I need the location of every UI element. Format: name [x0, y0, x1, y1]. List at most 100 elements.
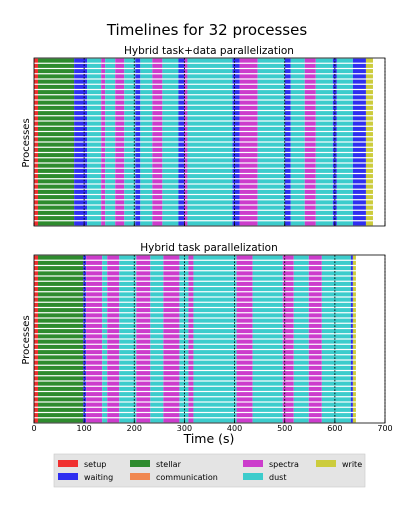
segment-spectra — [304, 168, 316, 173]
segment-dust — [140, 132, 153, 137]
segment-stellar — [38, 344, 84, 349]
segment-dust — [179, 355, 189, 360]
segment-dust — [162, 84, 179, 89]
segment-waiting — [284, 63, 291, 68]
legend-label-write: write — [342, 460, 362, 469]
segment-waiting — [83, 281, 87, 286]
segment-dust — [119, 360, 137, 365]
segment-waiting — [135, 142, 141, 147]
segment-waiting — [332, 121, 337, 126]
segment-spectra — [107, 276, 120, 281]
segment-dust — [315, 111, 333, 116]
segment-dust — [140, 221, 153, 226]
segment-spectra — [163, 413, 180, 418]
segment-spectra — [163, 334, 180, 339]
segment-dust — [336, 90, 353, 95]
segment-spectra — [101, 132, 106, 137]
segment-dust — [321, 313, 351, 318]
segment-spectra — [184, 95, 188, 100]
segment-dust — [162, 210, 179, 215]
segment-spectra — [282, 376, 294, 381]
segment-dust — [105, 210, 116, 215]
segment-dust — [336, 163, 353, 168]
segment-waiting — [74, 205, 88, 210]
segment-dust — [321, 355, 351, 360]
segment-waiting — [178, 205, 185, 210]
segment-dust — [315, 126, 333, 131]
segment-setup — [34, 281, 39, 286]
segment-dust — [315, 137, 333, 142]
segment-waiting — [232, 74, 240, 79]
segment-dust — [140, 126, 153, 131]
segment-spectra — [101, 84, 106, 89]
segment-spectra — [152, 147, 163, 152]
segment-waiting — [83, 302, 87, 307]
segment-setup — [34, 392, 39, 397]
segment-dust — [315, 210, 333, 215]
segment-dust — [150, 318, 164, 323]
segment-stellar — [38, 79, 75, 84]
segment-dust — [102, 360, 108, 365]
segment-spectra — [86, 292, 103, 297]
segment-waiting — [178, 121, 185, 126]
segment-dust — [150, 323, 164, 328]
segment-dust — [105, 200, 116, 205]
segment-dust — [293, 292, 309, 297]
segment-dust — [179, 318, 189, 323]
segment-waiting — [178, 195, 185, 200]
segment-dust — [124, 184, 136, 189]
segment-dust — [252, 392, 283, 397]
segment-dust — [140, 105, 153, 110]
segment-dust — [293, 407, 309, 412]
segment-dust — [119, 292, 137, 297]
segment-waiting — [178, 58, 185, 63]
segment-dust — [179, 350, 189, 355]
segment-dust — [102, 397, 108, 402]
segment-dust — [257, 205, 285, 210]
segment-dust — [293, 413, 309, 418]
segment-dust — [140, 142, 153, 147]
segment-spectra — [136, 323, 151, 328]
segment-spectra — [184, 84, 188, 89]
segment-write — [365, 69, 373, 74]
segment-spectra — [136, 407, 151, 412]
segment-waiting — [350, 318, 353, 323]
segment-spectra — [188, 281, 194, 286]
x-tick-label: 200 — [127, 424, 142, 433]
segment-spectra — [308, 360, 322, 365]
segment-dust — [87, 100, 102, 105]
segment-waiting — [284, 179, 291, 184]
segment-waiting — [352, 153, 366, 158]
segment-spectra — [107, 329, 120, 334]
segment-dust — [140, 95, 153, 100]
segment-stellar — [38, 137, 75, 142]
segment-spectra — [136, 266, 151, 271]
segment-dust — [162, 174, 179, 179]
segment-write — [365, 174, 373, 179]
segment-dust — [124, 132, 136, 137]
segment-spectra — [184, 74, 188, 79]
segment-dust — [150, 360, 164, 365]
segment-spectra — [239, 95, 258, 100]
segment-dust — [124, 174, 136, 179]
segment-spectra — [152, 58, 163, 63]
segment-write — [352, 329, 356, 334]
segment-dust — [105, 90, 116, 95]
segment-waiting — [232, 132, 240, 137]
segment-waiting — [232, 221, 240, 226]
segment-dust — [257, 168, 285, 173]
segment-dust — [150, 376, 164, 381]
segment-spectra — [115, 216, 125, 221]
segment-spectra — [136, 344, 151, 349]
segment-dust — [252, 323, 283, 328]
segment-write — [352, 407, 356, 412]
segment-spectra — [107, 355, 120, 360]
segment-setup — [34, 100, 39, 105]
segment-stellar — [38, 276, 84, 281]
segment-spectra — [163, 255, 180, 260]
segment-dust — [124, 79, 136, 84]
segment-dust — [257, 163, 285, 168]
segment-spectra — [239, 90, 258, 95]
segment-dust — [336, 100, 353, 105]
segment-waiting — [135, 84, 141, 89]
